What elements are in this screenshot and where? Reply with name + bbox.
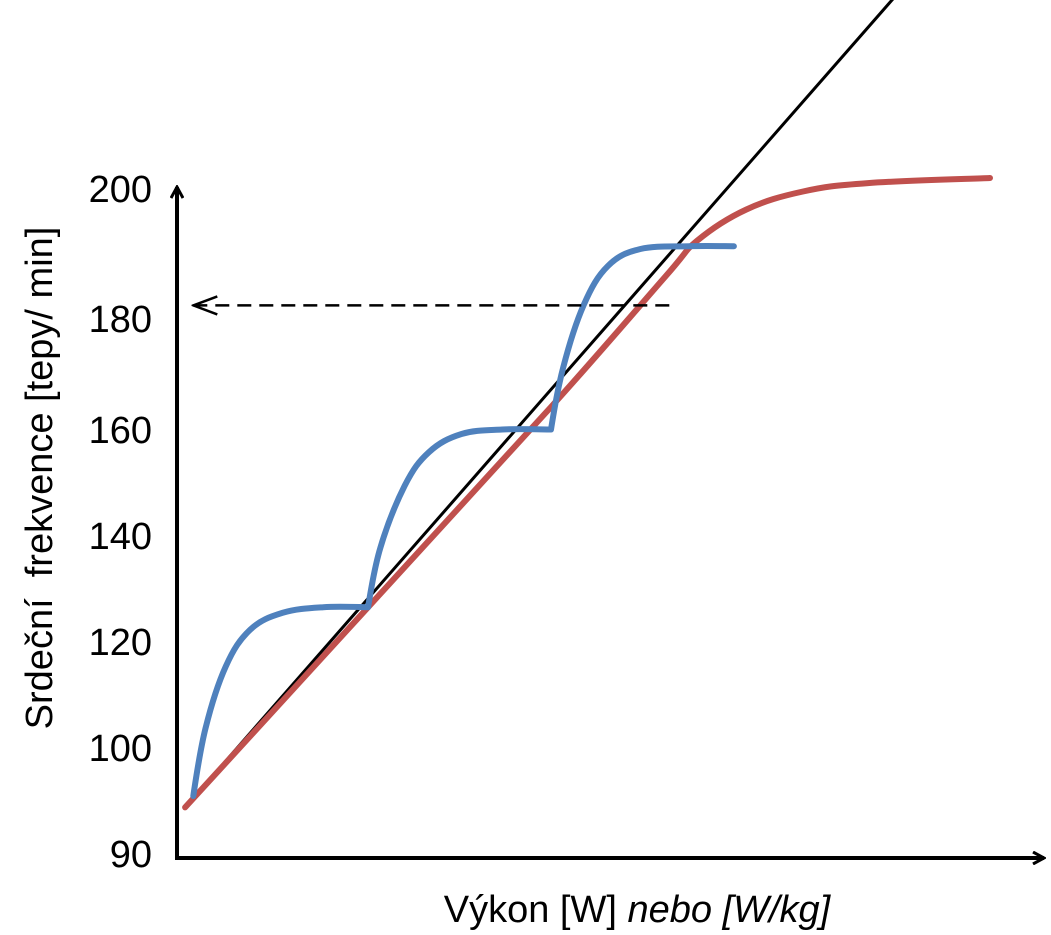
y-tick-label: 160: [89, 410, 152, 452]
heart-rate-max-curve: [182, 175, 993, 811]
y-tick-label: 100: [89, 728, 152, 770]
y-tick-label: 200: [89, 169, 152, 211]
y-tick-label: 120: [89, 622, 152, 664]
y-axis-label: Srdeční frekvence [tepy/ min]: [19, 227, 61, 730]
reference-line: [183, 0, 895, 809]
y-tick-label: 140: [89, 516, 152, 558]
x-axis-label-main: Výkon [W]: [444, 889, 617, 931]
x-axis-label-italic: nebo [W/kg]: [627, 889, 831, 931]
stepwise-response-curve: [190, 242, 737, 800]
y-tick-label: 90: [110, 834, 152, 876]
y-tick-label: 180: [89, 299, 152, 341]
series-layer: [182, 0, 993, 811]
x-axis-label: Výkon [W] nebo [W/kg]: [444, 889, 832, 931]
